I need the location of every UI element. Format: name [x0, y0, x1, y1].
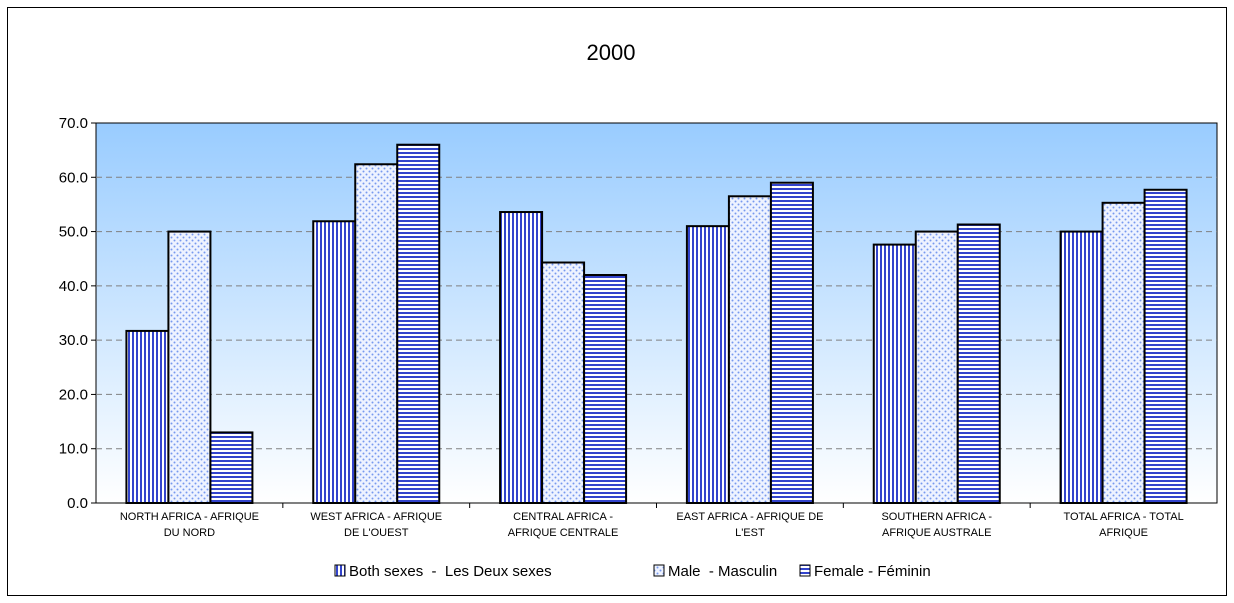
bar — [167, 230, 212, 504]
bar — [914, 230, 959, 504]
legend-label: Male - Masculin — [668, 563, 777, 580]
chart-svg: 2000 0.0 10.0 20.0 30.0 40.0 50.0 60.0 70.0 NOR… — [59, 40, 1218, 580]
bar — [956, 223, 1001, 504]
bar — [872, 243, 917, 504]
bar — [1059, 230, 1104, 504]
bar — [396, 143, 441, 504]
x-tick-label: CENTRAL AFRICA - — [513, 511, 613, 523]
y-tick-label: 40.0 — [59, 278, 88, 295]
x-tick-label: TOTAL AFRICA - TOTAL — [1063, 511, 1183, 523]
x-tick-label: SOUTHERN AFRICA - — [881, 511, 992, 523]
x-tick-label: DE L'OUEST — [344, 527, 409, 539]
plot-area — [95, 122, 1218, 504]
bar — [499, 211, 544, 504]
x-tick-label: EAST AFRICA - AFRIQUE DE — [676, 511, 823, 523]
y-axis: 0.0 10.0 20.0 30.0 40.0 50.0 60.0 70.0 — [59, 115, 96, 512]
x-tick-label: DU NORD — [164, 527, 215, 539]
x-tick-label: AFRIQUE — [1099, 527, 1148, 539]
bars — [125, 143, 1188, 505]
y-tick-label: 60.0 — [59, 169, 88, 186]
y-tick-label: 20.0 — [59, 386, 88, 403]
legend-swatch — [653, 564, 665, 577]
bar — [583, 274, 628, 504]
y-tick-label: 70.0 — [59, 115, 88, 132]
x-tick-label: AFRIQUE AUSTRALE — [882, 527, 991, 539]
x-axis: NORTH AFRICA - AFRIQUE DU NORD WEST AFRICA… — [120, 503, 1184, 539]
x-tick-label: L'EST — [735, 527, 765, 539]
x-tick-label: WEST AFRICA - AFRIQUE — [310, 511, 442, 523]
bar — [769, 181, 814, 504]
legend-label: Both sexes - Les Deux sexes — [349, 563, 552, 580]
legend-label: Female - Féminin — [814, 563, 931, 580]
bar — [1101, 201, 1146, 505]
chart-title: 2000 — [587, 40, 636, 65]
y-tick-label: 30.0 — [59, 332, 88, 349]
bar — [541, 261, 586, 504]
x-tick-label: NORTH AFRICA - AFRIQUE — [120, 511, 259, 523]
bar — [1143, 188, 1188, 504]
grid-lines — [96, 176, 1217, 450]
legend: Both sexes - Les Deux sexes Male - Mascul… — [334, 563, 931, 580]
bar — [125, 329, 170, 504]
bar — [685, 225, 730, 504]
bar — [209, 431, 254, 504]
x-tick-label: AFRIQUE CENTRALE — [508, 527, 619, 539]
y-tick-label: 10.0 — [59, 441, 88, 458]
bar — [727, 195, 772, 505]
y-tick-label: 0.0 — [67, 495, 88, 512]
bar — [354, 163, 399, 504]
y-tick-label: 50.0 — [59, 224, 88, 241]
chart-frame: 2000 0.0 10.0 20.0 30.0 40.0 50.0 60.0 70.0 NOR… — [7, 7, 1227, 596]
legend-swatch — [799, 564, 811, 577]
bar — [312, 220, 357, 504]
legend-swatch — [334, 564, 346, 577]
